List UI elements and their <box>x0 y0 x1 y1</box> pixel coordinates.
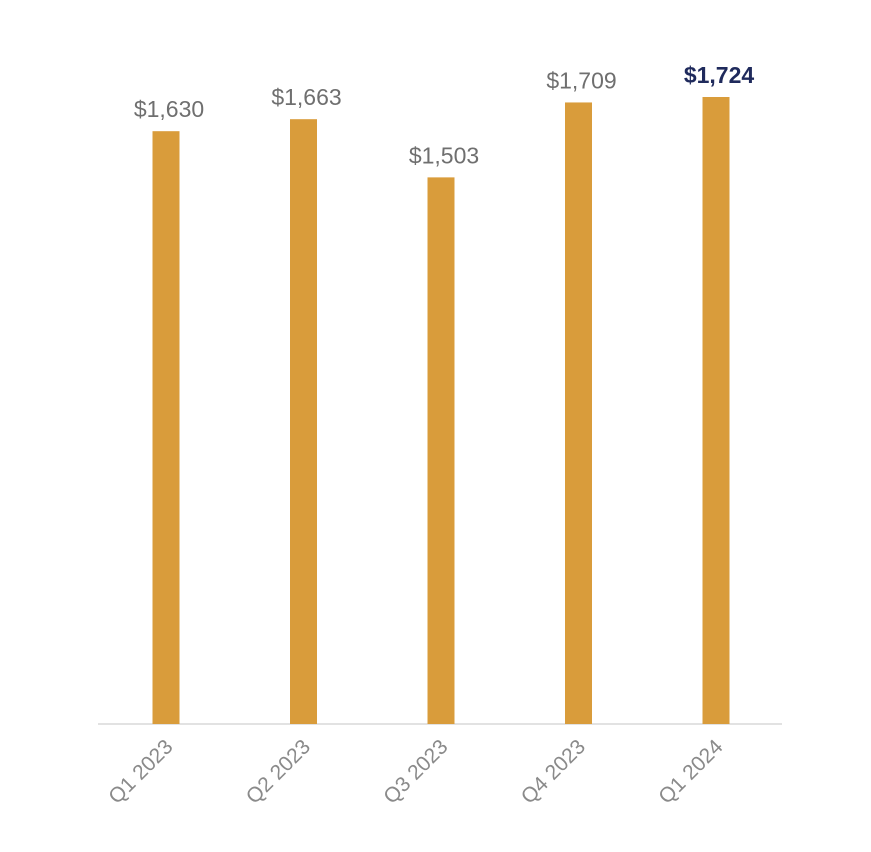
data-label: $1,503 <box>409 142 479 168</box>
bars-group <box>152 97 730 725</box>
bar-q1-2024 <box>702 97 730 724</box>
bar-q3-2023 <box>427 177 455 724</box>
x-tick-label: Q2 2023 <box>242 735 315 808</box>
bar-q1-2023 <box>152 131 180 724</box>
x-tick-label: Q4 2023 <box>517 735 590 808</box>
bar-q4-2023 <box>565 102 592 725</box>
data-label: $1,663 <box>271 84 341 110</box>
data-label: $1,724 <box>684 62 755 88</box>
x-tick-label: Q1 2024 <box>654 735 727 808</box>
data-label: $1,709 <box>546 67 616 93</box>
x-tick-label: Q3 2023 <box>379 735 452 808</box>
data-labels-group: $1,630 $1,663 $1,503 $1,709 $1,724 <box>134 62 755 168</box>
x-tick-labels-group: Q1 2023 Q2 2023 Q3 2023 Q4 2023 Q1 2024 <box>104 735 727 808</box>
bar-q2-2023 <box>290 119 317 724</box>
x-tick-label: Q1 2023 <box>104 735 177 808</box>
data-label: $1,630 <box>134 96 204 122</box>
